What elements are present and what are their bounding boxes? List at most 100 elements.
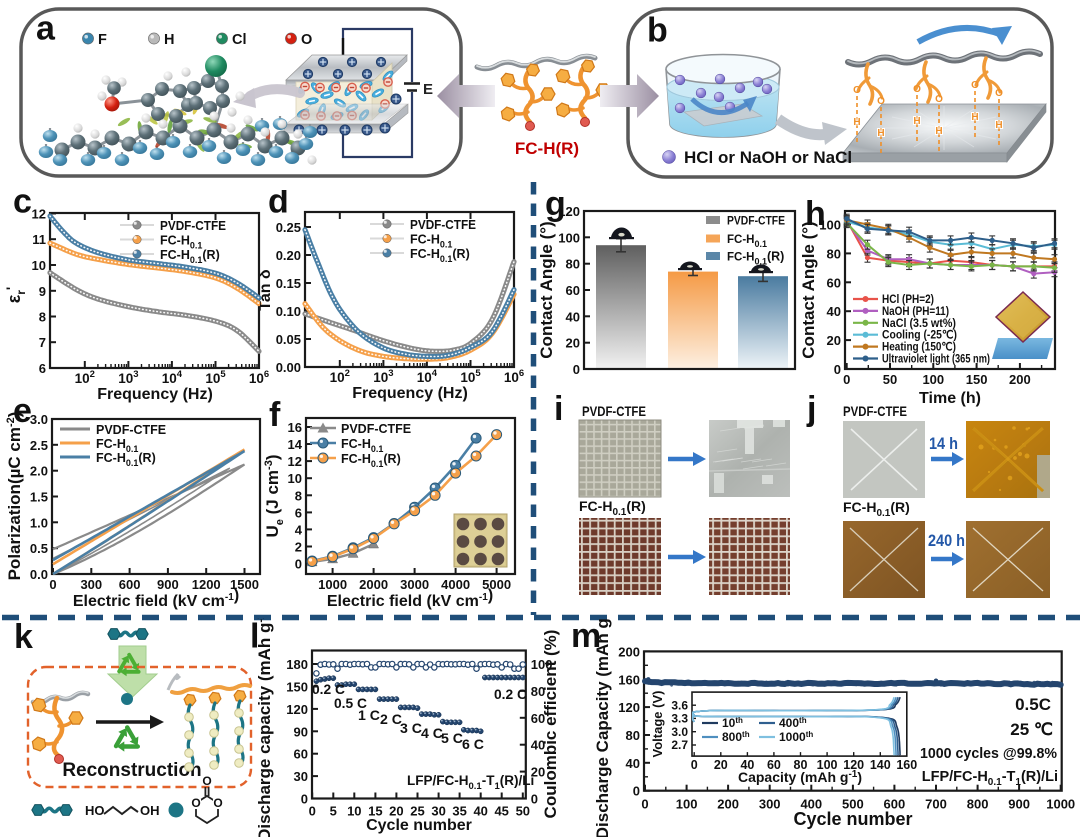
svg-text:15: 15: [368, 804, 382, 819]
svg-text:40: 40: [473, 804, 487, 819]
svg-text:4 C: 4 C: [421, 725, 443, 741]
svg-text:Electric field (kV cm-1): Electric field (kV cm-1): [327, 587, 493, 610]
svg-text:500: 500: [842, 797, 864, 812]
svg-text:0.00: 0.00: [276, 360, 301, 375]
svg-text:1000: 1000: [1046, 797, 1075, 812]
svg-text:700: 700: [925, 797, 947, 812]
svg-text:0: 0: [573, 362, 580, 377]
svg-text:H: H: [164, 32, 174, 48]
svg-text:3.0: 3.0: [30, 412, 48, 427]
svg-text:103: 103: [373, 368, 393, 385]
svg-text:O: O: [913, 84, 921, 95]
svg-text:2.5: 2.5: [30, 438, 48, 453]
svg-text:0.05: 0.05: [276, 332, 301, 347]
svg-text:5: 5: [330, 804, 337, 819]
svg-text:160: 160: [618, 672, 640, 687]
svg-text:FC-H0.1(R): FC-H0.1(R): [579, 498, 646, 518]
svg-text:0: 0: [301, 792, 308, 807]
svg-text:O: O: [877, 96, 885, 107]
svg-text:HCl or NaOH or NaCl: HCl or NaOH or NaCl: [684, 148, 852, 167]
svg-text:E: E: [423, 81, 433, 98]
svg-text:PVDF-CTFE: PVDF-CTFE: [727, 216, 785, 228]
svg-text:O: O: [853, 85, 861, 96]
svg-text:0.5 C: 0.5 C: [334, 695, 367, 711]
svg-text:40: 40: [531, 738, 545, 753]
svg-text:2: 2: [295, 540, 302, 555]
svg-text:11: 11: [32, 232, 46, 247]
svg-text:Contact Angle (°): Contact Angle (°): [800, 221, 818, 358]
svg-text:HO: HO: [85, 803, 105, 818]
svg-text:O: O: [935, 94, 943, 105]
svg-text:0.2 C: 0.2 C: [494, 686, 527, 702]
svg-text:900: 900: [1008, 797, 1030, 812]
svg-text:150: 150: [286, 680, 308, 695]
svg-text:100: 100: [819, 218, 841, 233]
svg-text:80: 80: [566, 257, 580, 272]
svg-text:FC-H0.1(R): FC-H0.1(R): [160, 248, 220, 265]
svg-text:90: 90: [294, 724, 308, 739]
svg-text:H: H: [995, 120, 1002, 131]
svg-text:120: 120: [558, 204, 580, 219]
svg-text:0: 0: [843, 372, 850, 387]
svg-text:Cycle number: Cycle number: [366, 817, 472, 834]
svg-text:1000th: 1000th: [779, 730, 813, 744]
svg-text:0: 0: [49, 577, 56, 592]
svg-text:g: g: [545, 190, 566, 223]
svg-text:H: H: [853, 117, 860, 128]
svg-text:0: 0: [691, 758, 698, 772]
svg-text:O: O: [202, 774, 211, 788]
svg-text:a: a: [36, 10, 56, 48]
svg-text:60: 60: [827, 275, 841, 290]
svg-text:3000: 3000: [400, 577, 429, 592]
svg-text:10: 10: [347, 804, 361, 819]
svg-text:Discharge Capacity (mAh g-1): Discharge Capacity (mAh g-1): [593, 618, 612, 837]
svg-text:104: 104: [417, 368, 438, 385]
svg-text:f: f: [269, 400, 281, 434]
svg-text:2 C: 2 C: [380, 711, 402, 727]
svg-text:H: H: [913, 116, 920, 127]
svg-text:FC-H(R): FC-H(R): [515, 139, 579, 158]
svg-text:60: 60: [531, 711, 545, 726]
svg-text:Discharge capacity (mAh g-1): Discharge capacity (mAh g-1): [255, 618, 274, 837]
svg-text:F: F: [98, 32, 107, 48]
svg-text:8: 8: [295, 488, 302, 503]
svg-text:1000: 1000: [318, 577, 347, 592]
svg-text:45: 45: [494, 804, 508, 819]
svg-text:105: 105: [205, 369, 226, 386]
svg-text:Contact Angle (°): Contact Angle (°): [540, 221, 556, 358]
svg-text:400: 400: [800, 797, 822, 812]
svg-text:60: 60: [566, 283, 580, 298]
svg-text:Frequency (Hz): Frequency (Hz): [352, 385, 468, 402]
svg-text:O: O: [301, 32, 312, 48]
svg-text:20: 20: [714, 758, 728, 772]
svg-text:12: 12: [288, 454, 302, 469]
svg-text:1000 cycles @99.8%: 1000 cycles @99.8%: [920, 745, 1057, 762]
svg-text:1200: 1200: [192, 577, 221, 592]
svg-text:0: 0: [531, 792, 538, 807]
svg-text:Time (h): Time (h): [919, 390, 981, 407]
svg-text:16: 16: [288, 420, 302, 435]
svg-text:80: 80: [531, 684, 545, 699]
svg-text:0.15: 0.15: [276, 276, 301, 291]
svg-text:104: 104: [162, 369, 183, 386]
svg-text:l: l: [250, 618, 259, 656]
svg-text:FC-H0.1(R): FC-H0.1(R): [727, 250, 784, 267]
svg-text:0.10: 0.10: [276, 304, 301, 319]
svg-text:0: 0: [834, 362, 841, 377]
svg-text:100: 100: [817, 758, 838, 772]
svg-text:60: 60: [294, 747, 308, 762]
svg-text:H: H: [877, 128, 884, 139]
svg-text:LFP/FC-H0.1-T1(R)/Li: LFP/FC-H0.1-T1(R)/Li: [407, 773, 534, 792]
svg-text:30: 30: [294, 769, 308, 784]
svg-text:NaOH (PH=11): NaOH (PH=11): [882, 306, 949, 318]
svg-text:150: 150: [966, 372, 988, 387]
svg-text:9: 9: [39, 284, 46, 299]
svg-text:2.0: 2.0: [30, 464, 48, 479]
svg-text:PVDF-CTFE: PVDF-CTFE: [410, 218, 476, 232]
svg-text:HCl (PH=2): HCl (PH=2): [882, 294, 934, 306]
svg-text:O: O: [213, 796, 222, 810]
svg-text:3.6: 3.6: [671, 698, 688, 712]
svg-text:3 C: 3 C: [400, 720, 422, 736]
svg-text:0: 0: [641, 797, 648, 812]
svg-text:O: O: [995, 88, 1003, 99]
